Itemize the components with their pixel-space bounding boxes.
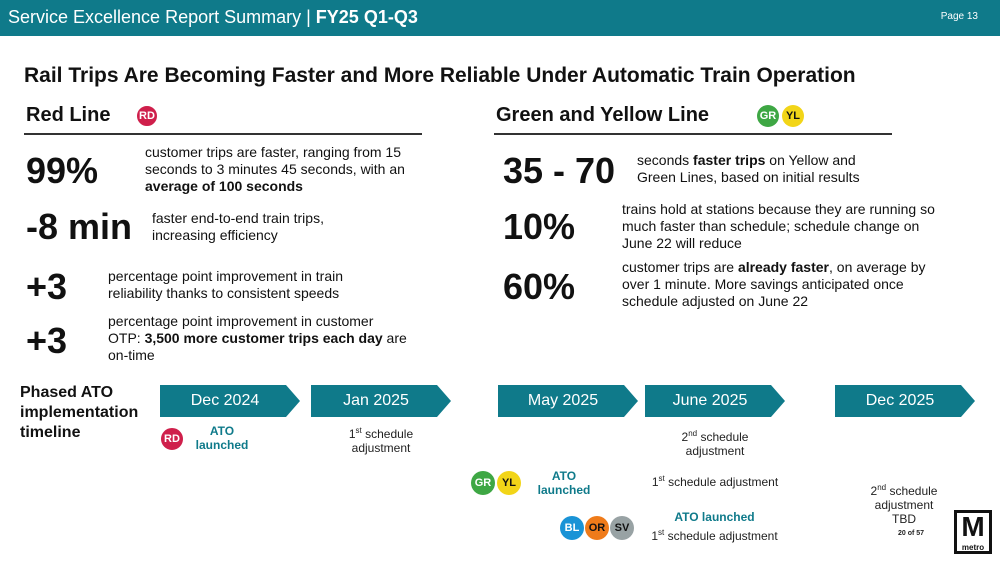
orange-line-badge-timeline: OR [585, 516, 609, 540]
bos-first-schedule-adjustment: 1st schedule adjustment [651, 528, 778, 543]
gy-stat-desc-2: trains hold at stations because they are… [622, 201, 935, 251]
red-stat-value-4: +3 [26, 320, 68, 361]
red-stat-value-1: 99% [26, 150, 99, 191]
red-stat-desc-3: percentage point improvement in train re… [108, 268, 344, 301]
red-line-divider [24, 133, 422, 135]
timeline-step-dec-2024: Dec 2024 [160, 385, 300, 417]
gy-stat-value-2: 10% [503, 206, 576, 247]
report-title: Service Excellence Report Summary | FY25… [8, 7, 418, 28]
red-stat-desc-2: faster end-to-end train trips, increasin… [152, 210, 324, 243]
timeline-label: Phased ATO implementation timeline [20, 384, 139, 441]
red-line-badge-timeline: RD [160, 427, 184, 451]
header-bar: Service Excellence Report Summary | FY25… [0, 0, 1000, 36]
bos-ato-launched: ATO launched [674, 510, 755, 524]
green-line-badge-timeline: GR [471, 471, 495, 495]
gy-ato-launched: ATO launched [537, 469, 591, 497]
timeline-step-may-2025: May 2025 [498, 385, 638, 417]
gy-stat-value-1: 35 - 70 [503, 150, 616, 191]
red-line-badge: RD [136, 105, 158, 127]
timeline-step-june-2025: June 2025 [645, 385, 785, 417]
metro-logo-letter: M [961, 511, 985, 542]
red-ato-launched: ATO launched [195, 424, 249, 452]
yellow-line-badge: YL [782, 105, 804, 127]
green-yellow-divider [494, 133, 892, 135]
green-line-badge: GR [757, 105, 779, 127]
blue-line-badge-timeline: BL [560, 516, 584, 540]
timeline-step-jan-2025: Jan 2025 [311, 385, 451, 417]
timeline-step-dec-2025: Dec 2025 [835, 385, 975, 417]
slide-counter: 20 of 57 [898, 530, 925, 537]
dec-second-schedule-adjustment: 2nd schedule adjustment TBD [870, 483, 938, 526]
red-stat-value-3: +3 [26, 266, 68, 307]
report-period: FY25 Q1-Q3 [315, 7, 418, 27]
red-stat-desc-4: percentage point improvement in customer… [108, 313, 407, 363]
slide-title: Rail Trips Are Becoming Faster and More … [24, 64, 856, 87]
gy-stat-desc-3: customer trips are already faster, on av… [622, 259, 926, 309]
red-stat-desc-1: customer trips are faster, ranging from … [145, 144, 405, 194]
red-stat-value-2: -8 min [26, 206, 133, 247]
silver-line-badge-timeline: SV [610, 516, 634, 540]
yellow-line-badge-timeline: YL [497, 471, 521, 495]
gy-first-schedule-adjustment: 1st schedule adjustment [651, 474, 779, 489]
report-title-prefix: Service Excellence Report Summary | [8, 7, 316, 27]
green-yellow-heading: Green and Yellow Line [496, 104, 710, 126]
jan-schedule-adjustment: 1st schedule adjustment [348, 426, 414, 455]
gy-stat-desc-1: seconds faster trips on Yellow and Green… [637, 152, 860, 185]
metro-logo: M metro [954, 510, 992, 554]
june-second-schedule-adjustment: 2nd schedule adjustment [681, 429, 749, 458]
page-number: Page 13 [940, 11, 978, 22]
red-line-heading: Red Line [26, 104, 111, 126]
gy-stat-value-3: 60% [503, 266, 576, 307]
metro-logo-word: metro [961, 543, 985, 552]
